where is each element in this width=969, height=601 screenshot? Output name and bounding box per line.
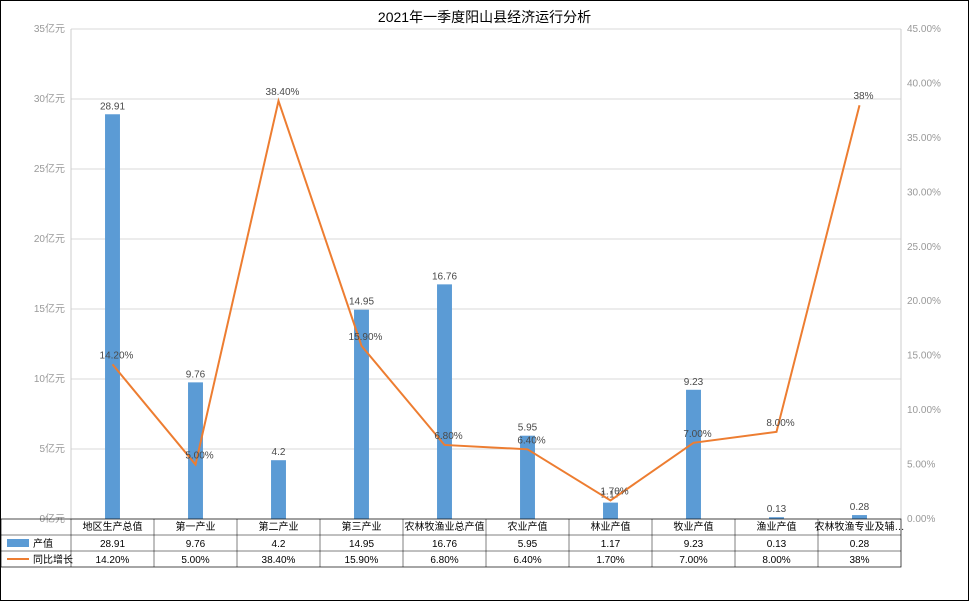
line-value-label: 5.00% — [185, 451, 213, 462]
category-label: 林业产值 — [591, 520, 631, 533]
legend-bar-label: 产值 — [33, 537, 53, 550]
bar — [852, 515, 867, 519]
line-value-label: 8.00% — [766, 418, 794, 429]
left-axis-tick: 10亿元 — [34, 372, 65, 385]
left-axis-tick: 5亿元 — [39, 442, 65, 455]
table-line-cell: 14.20% — [96, 555, 130, 566]
category-label: 牧业产值 — [674, 520, 714, 533]
left-axis-tick: 15亿元 — [34, 302, 65, 315]
line-value-label: 1.70% — [600, 486, 628, 497]
bar-value-label: 4.2 — [272, 447, 286, 458]
category-label: 渔业产值 — [757, 520, 797, 533]
chart-title: 2021年一季度阳山县经济运行分析 — [1, 7, 968, 27]
table-bar-cell: 28.91 — [100, 539, 125, 550]
table-bar-cell: 5.95 — [518, 539, 538, 550]
right-axis-tick: 35.00% — [907, 133, 941, 144]
table-bar-cell: 4.2 — [272, 539, 286, 550]
category-label: 农林牧渔专业及辅… — [815, 520, 905, 533]
category-label: 地区生产总值 — [83, 520, 143, 533]
bar — [437, 284, 452, 519]
table-line-cell: 38% — [849, 555, 869, 566]
right-axis-tick: 15.00% — [907, 351, 941, 362]
table-bar-cell: 14.95 — [349, 539, 374, 550]
legend-line-label: 同比增长 — [33, 553, 73, 566]
line-value-label: 14.20% — [100, 350, 134, 361]
left-axis-tick: 0亿元 — [39, 512, 65, 525]
table-bar-cell: 16.76 — [432, 539, 457, 550]
bar-value-label: 9.76 — [186, 369, 206, 380]
bar-value-label: 5.95 — [518, 423, 538, 434]
category-label: 农业产值 — [508, 520, 548, 533]
category-label: 第一产业 — [176, 520, 216, 533]
bar — [271, 460, 286, 519]
right-axis-tick: 30.00% — [907, 187, 941, 198]
line-value-label: 6.40% — [517, 435, 545, 446]
bar-value-label: 9.23 — [684, 377, 704, 388]
table-line-cell: 15.90% — [345, 555, 379, 566]
left-axis-tick: 30亿元 — [34, 92, 65, 105]
bar-value-label: 14.95 — [349, 297, 374, 308]
chart-svg: 0亿元5亿元10亿元15亿元20亿元25亿元30亿元35亿元0.00%5.00%… — [1, 1, 968, 600]
table-bar-cell: 0.28 — [850, 539, 870, 550]
bar — [686, 390, 701, 519]
left-axis-tick: 25亿元 — [34, 162, 65, 175]
growth-line — [113, 101, 860, 501]
right-axis-tick: 25.00% — [907, 242, 941, 253]
line-value-label: 38% — [853, 91, 873, 102]
category-label: 农林牧渔业总产值 — [405, 520, 485, 533]
table-bar-cell: 0.13 — [767, 539, 787, 550]
left-axis-tick: 20亿元 — [34, 232, 65, 245]
bar-value-label: 28.91 — [100, 101, 125, 112]
bar-value-label: 0.28 — [850, 502, 870, 513]
table-line-cell: 7.00% — [679, 555, 707, 566]
line-value-label: 6.80% — [434, 431, 462, 442]
table-line-cell: 8.00% — [762, 555, 790, 566]
category-label: 第二产业 — [259, 520, 299, 533]
table-bar-cell: 9.76 — [186, 539, 206, 550]
chart-container: 2021年一季度阳山县经济运行分析 0亿元 5亿元 10亿元 15亿元 20亿元 25亿元… — [0, 0, 969, 601]
table-bar-cell: 9.23 — [684, 539, 704, 550]
line-value-label: 7.00% — [683, 429, 711, 440]
bar-value-label: 16.76 — [432, 271, 457, 282]
right-axis-tick: 0.00% — [907, 514, 935, 525]
line-value-label: 15.90% — [349, 332, 383, 343]
category-label: 第三产业 — [342, 520, 382, 533]
bar-value-label: 0.13 — [767, 504, 787, 515]
table-bar-cell: 1.17 — [601, 539, 621, 550]
bar — [603, 503, 618, 519]
right-axis-tick: 5.00% — [907, 460, 935, 471]
table-line-cell: 6.40% — [513, 555, 541, 566]
right-axis-tick: 10.00% — [907, 405, 941, 416]
right-axis-tick: 20.00% — [907, 296, 941, 307]
table-line-cell: 1.70% — [596, 555, 624, 566]
right-axis-tick: 40.00% — [907, 78, 941, 89]
table-line-cell: 5.00% — [181, 555, 209, 566]
line-value-label: 38.40% — [266, 87, 300, 98]
table-line-cell: 38.40% — [262, 555, 296, 566]
bar — [105, 114, 120, 519]
table-line-cell: 6.80% — [430, 555, 458, 566]
legend-bar-swatch — [7, 539, 29, 547]
